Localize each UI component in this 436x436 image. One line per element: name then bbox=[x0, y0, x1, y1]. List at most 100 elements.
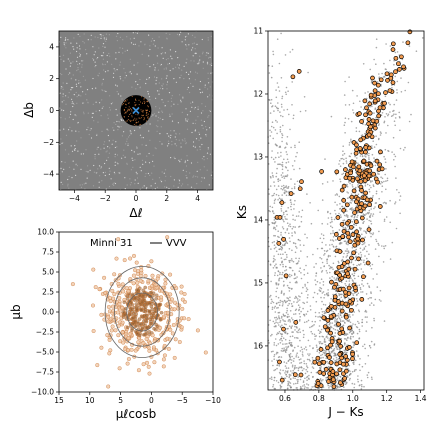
cmd-field-point bbox=[326, 262, 329, 265]
sky-field-point bbox=[158, 82, 160, 84]
cmd-field-point bbox=[399, 212, 401, 215]
cmd-field-point bbox=[359, 247, 362, 250]
cmd-field-point bbox=[350, 330, 352, 333]
cmd-field-point bbox=[285, 194, 288, 197]
cmd-field-point bbox=[354, 359, 357, 362]
cmd-field-point bbox=[292, 349, 295, 352]
cmd-field-point bbox=[342, 227, 345, 229]
cmd-field-point bbox=[347, 118, 350, 120]
cmd-field-point bbox=[288, 261, 291, 264]
cmd-field-point bbox=[271, 308, 274, 311]
cmd-field-point bbox=[284, 350, 287, 353]
cmd-field-point bbox=[276, 239, 279, 242]
sky-field-point bbox=[154, 147, 156, 149]
cmd-field-point bbox=[362, 345, 364, 348]
sky-field-point bbox=[203, 120, 205, 123]
sky-field-point bbox=[195, 175, 197, 178]
sky-field-point bbox=[148, 162, 151, 164]
cmd-field-point bbox=[278, 315, 280, 317]
cmd-field-point bbox=[275, 250, 278, 253]
sky-field-point bbox=[108, 140, 110, 142]
sky-field-point bbox=[156, 55, 158, 57]
cmd-field-point bbox=[367, 371, 370, 374]
cmd-field-point bbox=[298, 309, 300, 312]
sky-field-point bbox=[121, 119, 123, 121]
pm-member-point bbox=[144, 313, 148, 318]
cmd-field-point bbox=[385, 68, 387, 71]
sky-field-point bbox=[92, 46, 94, 48]
cmd-field-point bbox=[368, 158, 370, 161]
cmd-field-point bbox=[269, 296, 271, 298]
cmd-field-point bbox=[320, 296, 322, 299]
sky-field-point bbox=[94, 51, 96, 53]
cmd-member-point bbox=[290, 74, 296, 80]
cmd-field-point bbox=[312, 325, 314, 327]
sky-field-point bbox=[191, 34, 194, 37]
cmd-field-point bbox=[384, 76, 386, 78]
cmd-field-point bbox=[348, 76, 350, 78]
sky-field-point bbox=[98, 186, 100, 188]
cmd-field-point bbox=[303, 348, 306, 350]
cmd-field-point bbox=[325, 250, 328, 253]
cmd-field-point bbox=[331, 275, 334, 278]
cmd-field-point bbox=[385, 43, 387, 45]
cmd-field-point bbox=[269, 205, 272, 208]
sky-member-point bbox=[131, 116, 133, 118]
cmd-member-point bbox=[349, 194, 355, 200]
pm-member-point bbox=[152, 360, 157, 365]
sky-field-point bbox=[198, 60, 200, 62]
cmd-field-point bbox=[289, 281, 291, 284]
sky-field-point bbox=[156, 90, 159, 92]
cmd-field-point bbox=[348, 104, 351, 106]
sky-field-point bbox=[178, 67, 180, 70]
cmd-field-point bbox=[274, 161, 276, 163]
cmd-field-point bbox=[348, 283, 351, 285]
cmd-field-point bbox=[274, 338, 277, 340]
cmd-field-point bbox=[364, 185, 367, 187]
cmd-field-point bbox=[299, 110, 302, 113]
cmd-field-point bbox=[366, 374, 369, 376]
cmd-field-point bbox=[349, 377, 351, 380]
sky-field-point bbox=[194, 122, 196, 125]
cmd-field-point bbox=[345, 215, 348, 217]
cmd-field-point bbox=[339, 178, 341, 180]
sky-field-point bbox=[184, 36, 187, 38]
cmd-field-point bbox=[334, 328, 337, 331]
sky-field-point bbox=[193, 42, 195, 44]
cmd-field-point bbox=[282, 301, 285, 303]
cmd-field-point bbox=[359, 251, 362, 254]
pm-member-point bbox=[70, 282, 75, 287]
cmd-field-point bbox=[292, 226, 295, 228]
cmd-field-point bbox=[358, 264, 361, 266]
sky-field-point bbox=[129, 38, 131, 40]
cmd-field-point bbox=[365, 213, 368, 215]
sky-field-point bbox=[185, 120, 187, 122]
cmd-field-point bbox=[395, 113, 397, 116]
cmd-field-point bbox=[293, 203, 295, 206]
sky-field-point bbox=[210, 35, 212, 38]
cmd-field-point bbox=[286, 143, 288, 146]
sky-field-point bbox=[72, 102, 74, 104]
pm-member-point bbox=[129, 347, 134, 352]
cmd-field-point bbox=[304, 283, 306, 286]
cmd-field-point bbox=[287, 380, 289, 383]
cmd-field-point bbox=[275, 119, 277, 122]
cmd-field-point bbox=[303, 96, 306, 98]
cmd-member-point bbox=[355, 240, 361, 246]
cmd-field-point bbox=[335, 245, 338, 248]
cmd-field-point bbox=[274, 105, 277, 107]
cmd-field-point bbox=[354, 155, 356, 158]
cmd-field-point bbox=[280, 333, 283, 336]
cmd-field-point bbox=[284, 242, 287, 245]
cmd-field-point bbox=[329, 385, 331, 387]
pm-member-point bbox=[137, 317, 142, 321]
cmd-field-point bbox=[303, 302, 306, 305]
sky-field-point bbox=[173, 130, 175, 132]
cmd-field-point bbox=[322, 379, 324, 381]
sky-field-point bbox=[184, 161, 186, 164]
cmd-field-point bbox=[274, 156, 277, 159]
cmd-field-point bbox=[281, 95, 284, 98]
pm-member-point bbox=[106, 315, 111, 320]
cmd-field-point bbox=[332, 180, 334, 182]
cmd-member-point bbox=[344, 202, 350, 208]
